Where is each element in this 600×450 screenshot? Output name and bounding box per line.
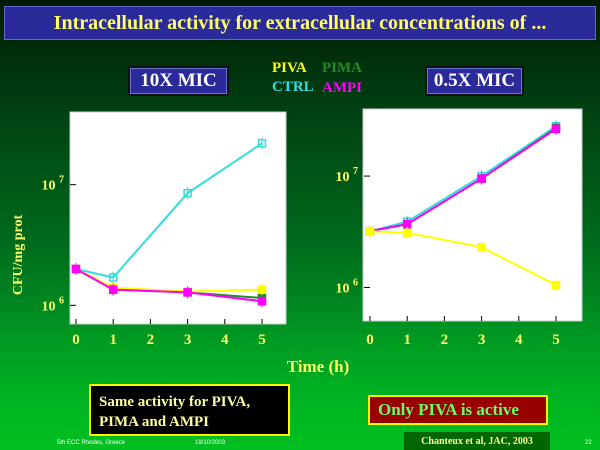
y-tick-label: 10 6 bbox=[42, 295, 65, 314]
right-panel-label: 0.5X MIC bbox=[425, 66, 524, 96]
x-tick-label: 1 bbox=[403, 332, 411, 348]
left-panel-label: 10X MIC bbox=[128, 66, 229, 96]
x-tick-label: 4 bbox=[515, 332, 523, 348]
right-chart: 0 1 2 3 4 5 10 6 10 7 bbox=[336, 120, 561, 348]
data-point-ampi bbox=[402, 219, 412, 229]
left-note: Same activity for PIVA, PIMA and AMPI bbox=[89, 384, 290, 436]
x-tick-label: 3 bbox=[478, 332, 486, 348]
x-tick-label: 2 bbox=[147, 332, 155, 348]
y-tick-label: 10 6 bbox=[336, 277, 359, 296]
data-point-piva bbox=[402, 228, 412, 237]
legend-ampi: AMPI bbox=[322, 80, 362, 96]
legend-pima: PIMA bbox=[322, 60, 362, 76]
series-line-ctrl bbox=[369, 125, 557, 233]
legend-piva: PIVA bbox=[272, 60, 307, 76]
citation: Chanteux et al, JAC, 2003 bbox=[404, 432, 550, 450]
left-plot-area bbox=[69, 111, 287, 325]
data-point-ctrl bbox=[257, 139, 267, 148]
data-point-ampi bbox=[257, 297, 267, 306]
data-point-piva bbox=[477, 242, 486, 252]
left-chart: 0 1 2 3 4 5 10 6 10 7 bbox=[42, 137, 267, 348]
footer-page: 22 bbox=[585, 440, 592, 446]
data-point-ampi bbox=[551, 124, 561, 134]
x-tick-label: 2 bbox=[441, 332, 449, 348]
series-line-ctrl bbox=[75, 142, 263, 279]
y-axis-label: CFU/mg prot bbox=[11, 215, 26, 296]
data-point-ampi bbox=[477, 174, 486, 183]
x-tick-label: 5 bbox=[258, 332, 266, 348]
right-note: Only PIVA is active bbox=[368, 395, 548, 425]
data-point-ctrl bbox=[183, 188, 192, 198]
legend-ctrl: CTRL bbox=[272, 79, 314, 95]
y-tick-label: 10 7 bbox=[42, 175, 65, 194]
x-axis-label: Time (h) bbox=[287, 357, 350, 376]
x-tick-label: 1 bbox=[109, 332, 117, 348]
series-line-ampi bbox=[75, 268, 263, 303]
data-point-ctrl bbox=[108, 273, 118, 282]
x-tick-label: 4 bbox=[221, 332, 229, 348]
footer-conference: 5th ECC Rhodes, Greece bbox=[57, 440, 126, 446]
x-tick-label: 0 bbox=[72, 332, 80, 348]
footer-date: 19/10/2003 bbox=[195, 440, 226, 446]
data-point-piva bbox=[551, 280, 561, 290]
series-line-ampi bbox=[369, 128, 557, 233]
slide-title: Intracellular activity for extracellular… bbox=[4, 6, 596, 40]
data-point-piva bbox=[365, 226, 375, 236]
y-tick-label: 10 7 bbox=[336, 166, 359, 185]
x-tick-label: 3 bbox=[184, 332, 192, 348]
x-tick-label: 5 bbox=[552, 332, 560, 348]
data-point-ampi bbox=[183, 288, 192, 297]
data-point-piva bbox=[257, 285, 267, 294]
x-tick-label: 0 bbox=[366, 332, 374, 348]
series-line-piva bbox=[369, 230, 557, 286]
right-plot-area bbox=[362, 108, 583, 322]
data-point-ampi bbox=[108, 285, 118, 294]
data-point-ampi bbox=[71, 264, 81, 274]
